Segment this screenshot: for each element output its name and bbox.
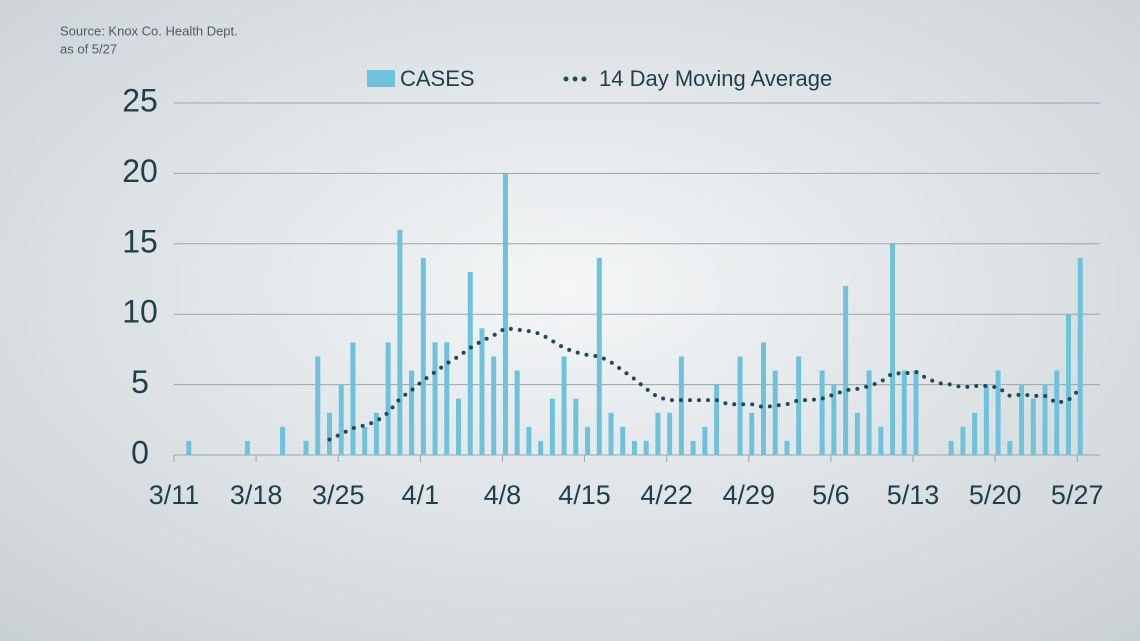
bar bbox=[667, 412, 673, 455]
bar bbox=[878, 426, 884, 455]
bar bbox=[702, 426, 708, 455]
bar bbox=[549, 398, 555, 455]
bar bbox=[502, 173, 508, 455]
bar bbox=[362, 426, 368, 455]
bar bbox=[749, 412, 755, 455]
bar bbox=[1065, 314, 1071, 455]
bar bbox=[890, 243, 896, 455]
x-tick-label: 4/1 bbox=[402, 480, 440, 510]
bar bbox=[1030, 398, 1036, 455]
bar bbox=[420, 257, 426, 455]
bar bbox=[772, 370, 778, 455]
x-tick-label: 5/13 bbox=[887, 480, 940, 510]
bar bbox=[444, 342, 450, 455]
y-tick-label: 20 bbox=[122, 153, 158, 189]
bar bbox=[678, 356, 684, 455]
x-tick-label: 4/15 bbox=[558, 480, 611, 510]
x-tick-label: 4/22 bbox=[640, 480, 693, 510]
bar bbox=[373, 412, 379, 455]
y-tick-label: 15 bbox=[122, 223, 158, 259]
bar bbox=[819, 370, 825, 455]
bar bbox=[913, 370, 919, 455]
bar bbox=[796, 356, 802, 455]
legend-label: CASES bbox=[400, 66, 475, 91]
bar bbox=[643, 440, 649, 455]
bar bbox=[995, 370, 1001, 455]
y-tick-label: 5 bbox=[131, 364, 149, 400]
x-tick-label: 3/25 bbox=[312, 480, 365, 510]
bar bbox=[326, 412, 332, 455]
y-tick-label: 0 bbox=[131, 434, 149, 470]
x-tick-label: 4/29 bbox=[722, 480, 775, 510]
legend-label: 14 Day Moving Average bbox=[599, 66, 832, 91]
legend-swatch bbox=[367, 70, 395, 87]
bar bbox=[972, 412, 978, 455]
bar bbox=[432, 342, 438, 455]
bar bbox=[456, 398, 462, 455]
y-tick-label: 10 bbox=[122, 294, 158, 330]
bar bbox=[1077, 257, 1083, 455]
bar bbox=[303, 440, 309, 455]
bar bbox=[843, 286, 849, 455]
bar bbox=[467, 271, 473, 455]
y-tick-label: 25 bbox=[122, 82, 158, 118]
bar bbox=[526, 426, 532, 455]
bar bbox=[280, 426, 286, 455]
bar bbox=[409, 370, 415, 455]
bar bbox=[244, 440, 250, 455]
bar bbox=[1007, 440, 1013, 455]
bar bbox=[350, 342, 356, 455]
bar bbox=[631, 440, 637, 455]
bar bbox=[960, 426, 966, 455]
x-tick-label: 5/27 bbox=[1051, 480, 1104, 510]
bar bbox=[620, 426, 626, 455]
bar bbox=[831, 384, 837, 455]
bar bbox=[573, 398, 579, 455]
bar bbox=[479, 328, 485, 455]
bar bbox=[514, 370, 520, 455]
bar bbox=[186, 440, 192, 455]
bar bbox=[901, 370, 907, 455]
bar bbox=[596, 257, 602, 455]
x-tick-label: 5/20 bbox=[969, 480, 1022, 510]
bar bbox=[561, 356, 567, 455]
bar bbox=[338, 384, 344, 455]
bar bbox=[854, 412, 860, 455]
x-tick-label: 5/6 bbox=[812, 480, 850, 510]
bar bbox=[491, 356, 497, 455]
bar bbox=[1042, 384, 1048, 455]
bar bbox=[538, 440, 544, 455]
bar bbox=[397, 229, 403, 455]
bar bbox=[1054, 370, 1060, 455]
bar bbox=[585, 426, 591, 455]
x-tick-label: 3/11 bbox=[149, 480, 200, 510]
moving-average-line bbox=[327, 326, 1083, 442]
source-note: Source: Knox Co. Health Dept. bbox=[60, 23, 238, 38]
bar bbox=[784, 440, 790, 455]
date-note: as of 5/27 bbox=[60, 41, 117, 56]
bar bbox=[1019, 384, 1025, 455]
bar bbox=[866, 370, 872, 455]
bar bbox=[315, 356, 321, 455]
bar bbox=[737, 356, 743, 455]
bar bbox=[761, 342, 766, 455]
bar bbox=[983, 384, 989, 455]
bar bbox=[948, 440, 954, 455]
bar bbox=[385, 342, 391, 455]
bar bbox=[608, 412, 614, 455]
x-tick-label: 3/18 bbox=[230, 480, 283, 510]
bar bbox=[714, 384, 720, 455]
bar bbox=[655, 412, 661, 455]
bar bbox=[690, 440, 696, 455]
x-tick-label: 4/8 bbox=[484, 480, 522, 510]
